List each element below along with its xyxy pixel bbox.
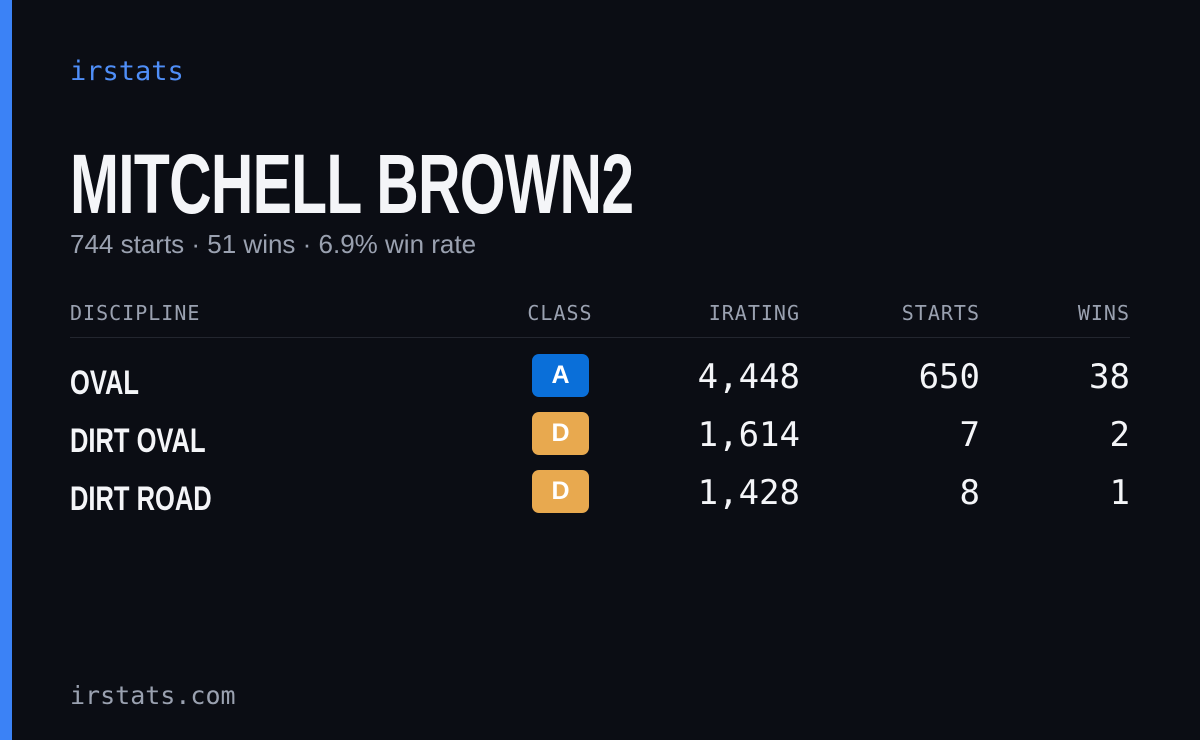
column-header: WINS: [1077, 301, 1130, 325]
irating: 4,448: [697, 357, 800, 397]
brand: irstats: [70, 56, 184, 87]
footer-url: irstats.com: [70, 681, 236, 710]
irating: 1,614: [697, 415, 800, 455]
header-rule: [70, 337, 1130, 338]
driver-summary: 744 starts · 51 wins · 6.9% win rate: [70, 229, 477, 259]
wins: 38: [1089, 357, 1130, 397]
starts: 650: [918, 357, 980, 397]
wins: 2: [1109, 415, 1130, 455]
column-header: IRATING: [708, 301, 800, 325]
discipline: DIRT OVAL: [70, 422, 206, 460]
class-badge: D: [532, 412, 589, 455]
starts: 8: [959, 473, 980, 513]
discipline: OVAL: [70, 364, 139, 402]
column-header: CLASS: [527, 301, 593, 325]
starts: 7: [959, 415, 980, 455]
wins: 1: [1109, 473, 1130, 513]
class-badge: D: [532, 470, 589, 513]
irating: 1,428: [697, 473, 800, 513]
discipline: DIRT ROAD: [70, 480, 212, 518]
column-header: STARTS: [901, 301, 980, 325]
column-header: DISCIPLINE: [70, 301, 201, 325]
class-badge: A: [532, 354, 589, 397]
driver-name: MITCHELL BROWN2: [70, 137, 634, 231]
accent-stripe: [0, 0, 12, 740]
